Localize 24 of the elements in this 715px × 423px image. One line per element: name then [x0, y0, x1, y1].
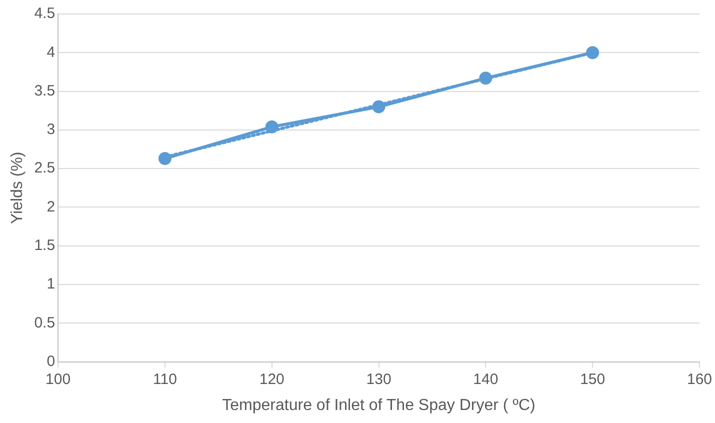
y-tick-label: 4.5 — [34, 5, 56, 22]
y-tick-label: 3.5 — [34, 82, 56, 100]
y-tick-label: 2.5 — [34, 160, 56, 177]
x-tick-label: 100 — [46, 370, 71, 388]
point — [479, 72, 492, 85]
point — [158, 152, 172, 166]
y-tick-label: 1 — [46, 276, 56, 293]
y-tick-label: 1.5 — [34, 237, 56, 254]
y-tick-label: 4 — [46, 44, 56, 61]
y-axis-title: Yields (%) — [9, 152, 26, 224]
x-tick-label: 130 — [366, 370, 392, 388]
y-tick-label: 0 — [46, 352, 56, 370]
point — [586, 46, 600, 60]
y-tick-label: 2 — [46, 198, 56, 216]
x-axis-title: Temperature of Inlet of The Spay Dryer ( ºC) — [222, 396, 536, 414]
x-tick-label: 120 — [259, 370, 284, 388]
x-tick-label: 110 — [152, 370, 177, 388]
point — [372, 100, 386, 114]
x-tick-label: 140 — [473, 370, 498, 388]
point — [265, 120, 278, 134]
y-tick-label: 0.5 — [34, 314, 56, 332]
x-tick-label: 160 — [686, 370, 712, 388]
x-tick-label: 150 — [580, 370, 606, 388]
y-tick-label: 3 — [46, 121, 56, 138]
